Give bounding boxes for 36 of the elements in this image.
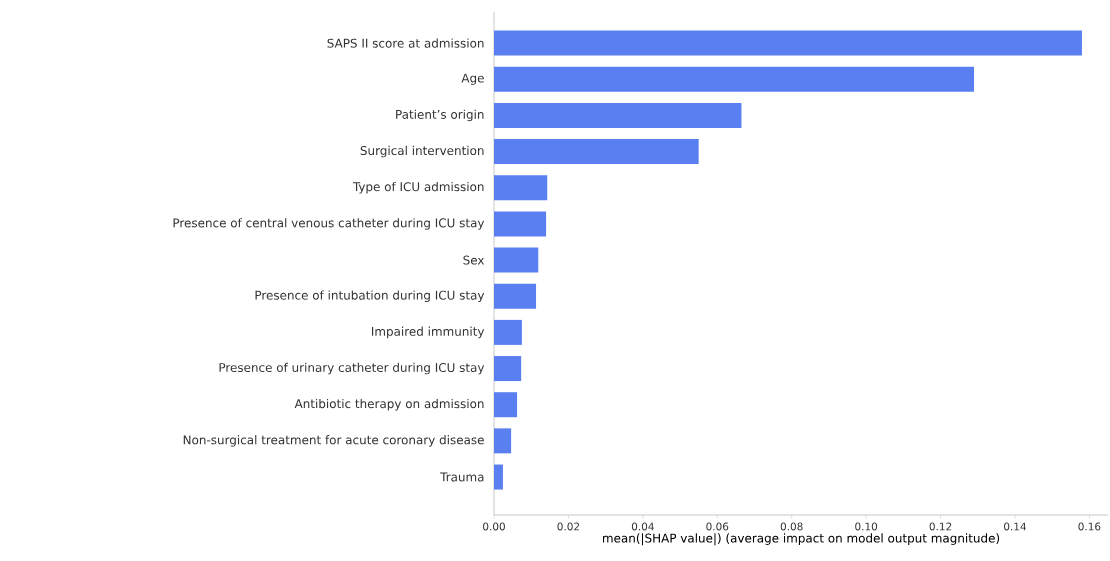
bar: [494, 139, 699, 165]
bar: [494, 283, 537, 309]
y-tick-label: SAPS II score at admission: [327, 38, 484, 48]
y-tick-label: Antibiotic therapy on admission: [294, 398, 484, 411]
y-tick-label: Non-surgical treatment for acute coronary disease: [183, 435, 484, 447]
x-tick-label: 0.06: [706, 522, 729, 531]
x-tick-label: 0.00: [483, 522, 505, 531]
y-tick-label: Sex: [463, 255, 485, 265]
bar: [494, 30, 1082, 56]
bar: [494, 464, 503, 490]
x-tick-label: 0.10: [855, 522, 878, 531]
bar: [494, 175, 548, 201]
y-tick-label: Patient’s origin: [396, 109, 484, 122]
bar: [494, 66, 975, 92]
x-tick-label: 0.12: [929, 522, 952, 531]
x-tick-label: 0.14: [1004, 522, 1027, 531]
bar: [494, 428, 512, 454]
bar: [494, 102, 742, 128]
x-tick-label: 0.04: [631, 522, 654, 531]
x-tick-label: 0.02: [557, 522, 580, 531]
y-tick-label: Impaired immunity: [372, 326, 485, 339]
bar: [494, 356, 522, 382]
y-tick-label: Trauma: [440, 472, 484, 482]
x-axis-title: mean(|SHAP value|) (average impact on model output magnitude): [603, 533, 1000, 546]
y-tick-label: Presence of central venous catheter during ICU stay: [173, 218, 485, 230]
x-tick-label: 0.08: [780, 522, 803, 531]
y-tick-label: Presence of intubation during ICU stay: [255, 290, 485, 303]
y-tick-label: Surgical intervention: [360, 145, 484, 158]
y-tick-label: Age: [461, 73, 484, 85]
y-tick-label: Presence of urinary catheter during ICU stay: [219, 362, 485, 375]
y-tick-label: Type of ICU admission: [352, 181, 484, 194]
x-tick-label: 0.16: [1078, 522, 1101, 531]
bar: [494, 247, 539, 273]
bar: [494, 211, 547, 237]
bar: [494, 392, 518, 418]
bar: [494, 319, 522, 345]
